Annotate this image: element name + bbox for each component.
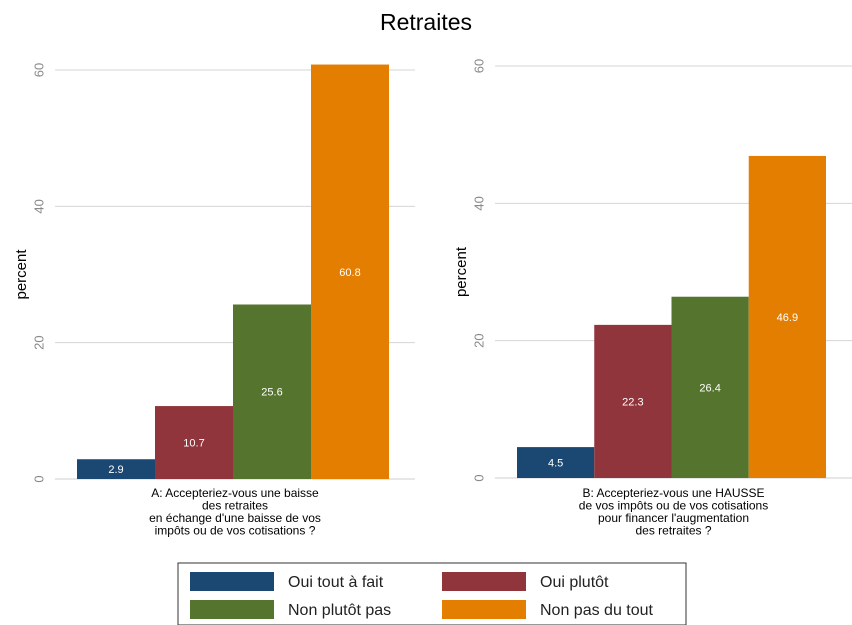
y-tick-label: 40 [31,199,46,213]
bar-value-label: 25.6 [261,387,282,399]
legend-swatch [442,572,526,591]
legend-swatch [190,600,274,619]
legend-label: Non plutôt pas [288,602,391,619]
y-axis-label: percent [13,249,30,300]
y-tick-label: 60 [471,59,486,73]
y-tick-label: 20 [31,335,46,349]
legend-label: Oui tout à fait [288,574,384,591]
legend-swatch [190,572,274,591]
bar-non-plut-t-pas [233,304,311,479]
y-tick-label: 40 [471,196,486,210]
y-tick-label: 60 [31,63,46,77]
y-tick-label: 0 [31,475,46,482]
y-tick-label: 0 [471,474,486,481]
bar-non-pas-du-tout [311,64,389,480]
bar-non-plut-t-pas [671,296,749,478]
legend: Oui tout à fait Oui plutôt Non plutôt pas N… [177,562,687,625]
bar-oui-tout-fait [517,447,595,478]
legend-swatch [442,600,526,619]
panel-b: 0 20 40 60 percent 4.5 22.3 26.4 46.9 B: Accepter… [453,59,852,538]
bar-non-pas-du-tout [748,155,826,478]
x-category-label: de vos impôts ou de vos cotisations [579,499,768,513]
x-category-label: impôts ou de vos cotisations ? [155,524,316,538]
legend-label: Oui plutôt [540,574,609,591]
bar-oui-plut-t [594,324,672,478]
x-category-label: des retraites ? [635,524,711,538]
bar-value-label: 46.9 [777,312,798,324]
bar-oui-plut-t [155,406,233,479]
x-category-label: pour financer l'augmentation [598,511,749,525]
bar-value-label: 4.5 [548,458,563,470]
legend-label: Non pas du tout [540,602,654,619]
x-category-label: des retraites [202,499,268,513]
bar-oui-tout-fait [77,459,155,479]
bar-value-label: 22.3 [622,396,643,408]
panel-a: 0 20 40 60 percent 2.9 10.7 25.6 60.8 A: Accepter… [13,63,415,538]
chart-title: Retraites [380,9,472,35]
x-category-label: en échange d'une baisse de vos [149,511,321,525]
bar-value-label: 2.9 [108,464,123,476]
y-axis-label: percent [453,246,470,297]
bar-value-label: 26.4 [699,382,720,394]
y-tick-label: 20 [471,333,486,347]
x-category-label: B: Accepteriez-vous une HAUSSE [582,486,764,500]
bar-value-label: 10.7 [183,438,204,450]
bar-value-label: 60.8 [339,267,360,279]
x-category-label: A: Accepteriez-vous une baisse [151,486,319,500]
